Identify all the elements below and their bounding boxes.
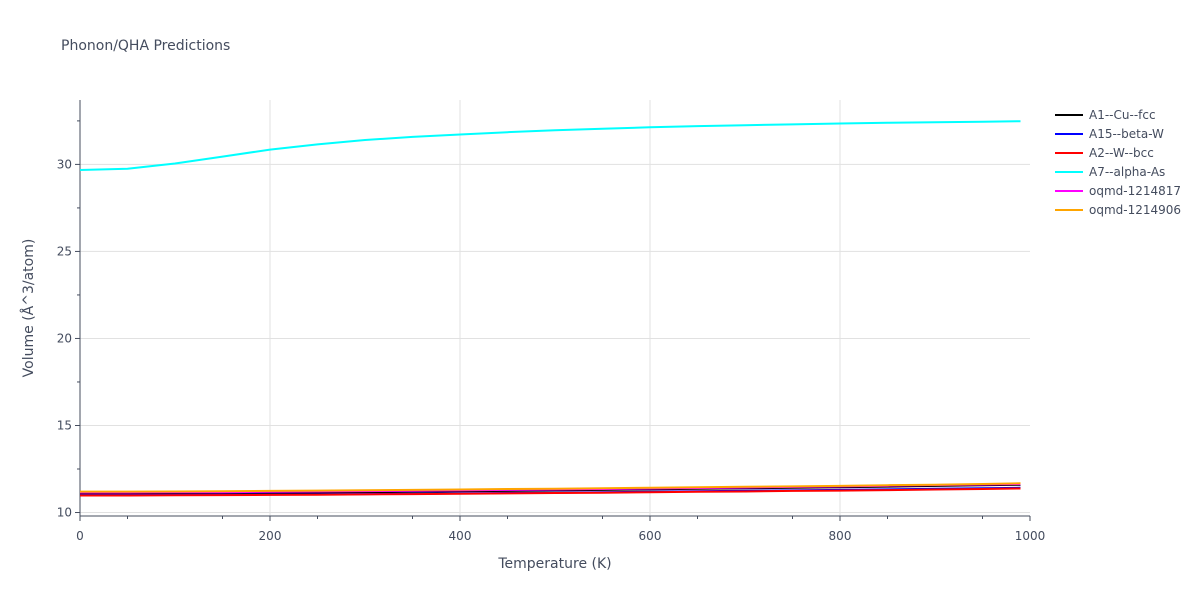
y-axis-title: Volume (Å^3/atom) [20, 239, 37, 378]
series-line-A2--W--bcc [80, 487, 1021, 497]
series-line-A7--alpha-As [79, 120, 1021, 171]
legend-label: A1--Cu--fcc [1089, 108, 1156, 122]
x-tick-label: 600 [639, 529, 662, 543]
legend-item[interactable]: oqmd-1214906 [1055, 203, 1181, 217]
legend-label: oqmd-1214817 [1089, 184, 1181, 198]
legend-item[interactable]: A1--Cu--fcc [1055, 108, 1156, 122]
y-tick-label: 20 [57, 331, 72, 345]
y-tick-label: 30 [57, 157, 72, 171]
axes [79, 100, 1030, 517]
series-lines [79, 120, 1021, 497]
legend[interactable]: A1--Cu--fcc A15--beta-W A2--W--bcc A7--alph… [1055, 108, 1181, 217]
legend-item[interactable]: A15--beta-W [1055, 127, 1164, 141]
legend-label: A7--alpha-As [1089, 165, 1165, 179]
ticks: 0 200 400 600 800 1000 10 15 20 25 30 [57, 120, 1046, 543]
chart-title: Phonon/QHA Predictions [61, 38, 230, 54]
legend-item[interactable]: A7--alpha-As [1055, 165, 1165, 179]
x-tick-label: 400 [449, 529, 472, 543]
y-tick-label: 25 [57, 244, 72, 258]
x-tick-label: 1000 [1015, 529, 1046, 543]
x-tick-label: 800 [829, 529, 852, 543]
legend-item[interactable]: A2--W--bcc [1055, 146, 1154, 160]
legend-item[interactable]: oqmd-1214817 [1055, 184, 1181, 198]
legend-label: A15--beta-W [1089, 127, 1164, 141]
grid [80, 100, 1030, 516]
x-tick-label: 0 [76, 529, 84, 543]
legend-label: A2--W--bcc [1089, 146, 1154, 160]
y-tick-label: 10 [57, 506, 72, 520]
x-axis-title: Temperature (K) [497, 556, 611, 572]
y-tick-label: 15 [57, 418, 72, 432]
series-line-oqmd-1214906 [80, 482, 1021, 493]
legend-label: oqmd-1214906 [1089, 203, 1181, 217]
x-tick-label: 200 [259, 529, 282, 543]
